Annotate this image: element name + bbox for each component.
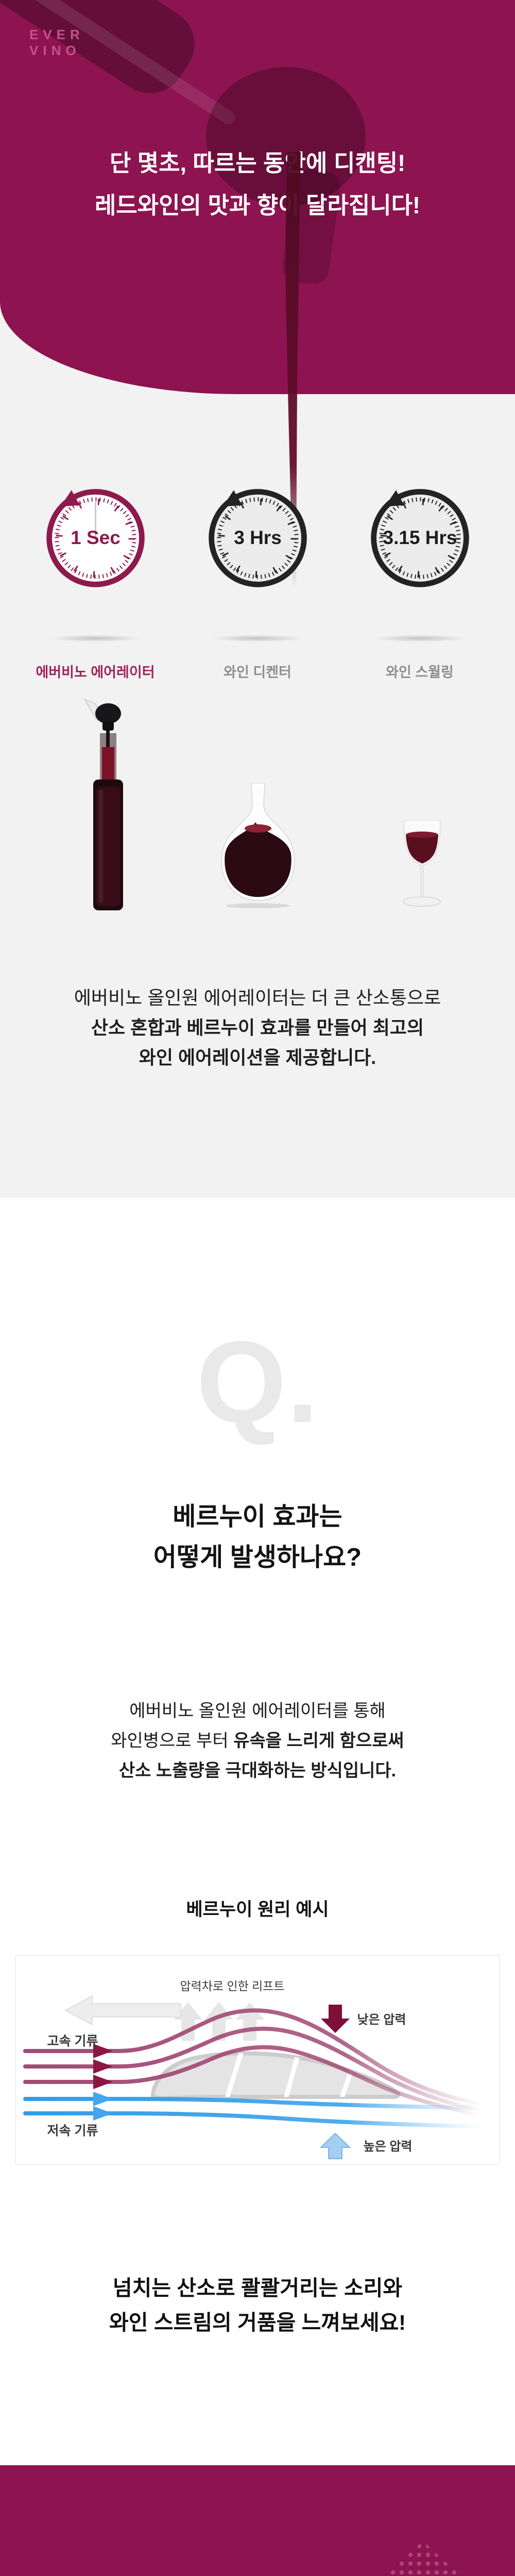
feature-section-bg <box>0 2465 515 2576</box>
clock-time: 1 Sec <box>71 527 121 548</box>
q-mark: Q. <box>196 1317 319 1447</box>
clock-swirling: 3.15 Hrs <box>365 482 475 592</box>
question-line2: 어떻게 발생하나요? <box>153 1544 362 1571</box>
hero-section: EVER VINO 단 몇초, 따르는 동안에 디캔팅! 레드와인의 맛과 향이… <box>0 0 515 394</box>
clock-icon <box>46 489 145 587</box>
label-high-pressure: 높은 압력 <box>363 2140 413 2154</box>
answer-line1: 에버비노 올인원 에어레이터를 통해 <box>129 1701 386 1721</box>
answer-line3: 산소 노출량을 극대화하는 방식입니다. <box>118 1761 397 1781</box>
hero-headline-line2: 레드와인의 맛과 향이 달라집니다! <box>94 192 421 218</box>
question-heading: 베르누이 효과는 어떻게 발생하나요? <box>0 1497 515 1578</box>
aerator-silhouette <box>206 67 366 206</box>
diagram-heading: 베르누이 원리 예시 <box>186 1900 329 1920</box>
bernoulli-diagram: 압력차로 인한 리프트 고속 기류 낮은 압력 저속 기류 높은 압력 <box>15 1955 500 2165</box>
hero-headline: 단 몇초, 따르는 동안에 디캔팅! 레드와인의 맛과 향이 달라집니다! <box>0 142 515 227</box>
clock-shadow <box>49 635 142 642</box>
label-low-pressure: 낮은 압력 <box>357 2013 406 2027</box>
answer-line2-regular: 와인병으로 부터 <box>111 1731 234 1751</box>
clock-time: 3 Hrs <box>234 527 282 548</box>
label-slow-airflow: 저속 기류 <box>47 2124 98 2138</box>
clock-label-aerator: 에버비노 에어레이터 <box>36 665 155 680</box>
intro-description-line1: 에버비노 올인원 에어레이터는 더 큰 산소통으로 <box>74 987 441 1008</box>
clock-label-decanter: 와인 디켄터 <box>224 665 291 680</box>
light-gray-section-bg <box>0 289 515 1198</box>
brand-logo-line1: EVER <box>29 27 84 42</box>
clock-icon <box>371 489 469 587</box>
bubbles-line1: 넘치는 산소로 콸콸거리는 소리와 <box>112 2276 403 2300</box>
clock-decanter: 3 Hrs <box>202 482 313 592</box>
decanter-photo <box>210 783 305 912</box>
bubbles-line2: 와인 스트림의 거품을 느껴보세요! <box>109 2311 406 2334</box>
clock-aerator: 1 Sec <box>40 482 151 592</box>
brand-logo-line2: VINO <box>29 43 81 58</box>
aerator-bottle-photo <box>76 698 128 917</box>
airflow-diagram-graphic <box>23 1995 484 2159</box>
clock-shadow <box>373 635 466 642</box>
question-line1: 베르누이 효과는 <box>173 1503 342 1531</box>
answer-line2: 와인병으로 부터 유속을 느리게 함으로써 <box>0 1726 515 1756</box>
clock-label-swirling: 와인 스월링 <box>386 665 454 680</box>
clock-shadow <box>211 635 304 642</box>
label-fast-airflow: 고속 기류 <box>47 2034 98 2048</box>
bubbles-text: 넘치는 산소로 콸콸거리는 소리와 와인 스트림의 거품을 느껴보세요! <box>0 2271 515 2340</box>
intro-description-line3: 와인 에어레이션을 제공합니다. <box>139 1047 376 1068</box>
label-lift: 압력차로 인한 리프트 <box>180 1979 285 1993</box>
answer-text: 에버비노 올인원 에어레이터를 통해 와인병으로 부터 유속을 느리게 함으로써… <box>0 1696 515 1786</box>
halftone-chevrons-icon <box>338 2535 508 2576</box>
intro-description: 에버비노 올인원 에어레이터는 더 큰 산소통으로 산소 혼합과 베르누이 효과… <box>0 983 515 1073</box>
clock-icon <box>209 489 307 587</box>
intro-description-line2: 산소 혼합과 베르누이 효과를 만들어 최고의 <box>91 1017 424 1038</box>
clock-time: 3.15 Hrs <box>383 527 457 548</box>
brand-logo: EVER VINO <box>29 27 84 59</box>
wine-pour-stream <box>281 152 307 598</box>
answer-line2-bold: 유속을 느리게 함으로써 <box>233 1731 404 1751</box>
wine-glass-photo <box>392 820 452 916</box>
hero-headline-line1: 단 몇초, 따르는 동안에 디캔팅! <box>109 150 406 176</box>
